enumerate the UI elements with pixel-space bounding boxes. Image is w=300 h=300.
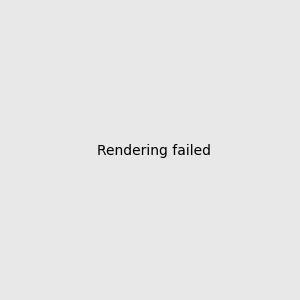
Text: Rendering failed: Rendering failed [97,145,211,158]
